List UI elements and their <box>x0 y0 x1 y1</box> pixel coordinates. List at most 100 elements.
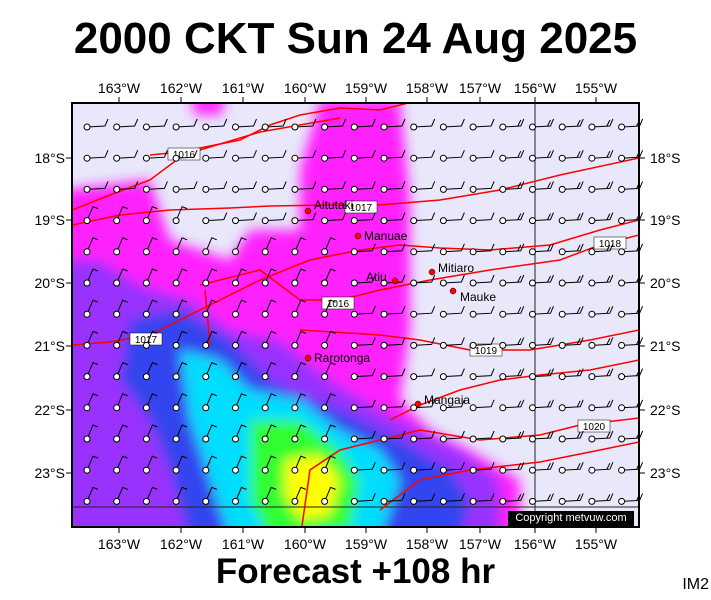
wind-barb <box>558 462 584 474</box>
places: Aitutaki Manuae Atiu Mitiaro Mauke Rarot… <box>304 198 496 408</box>
wind-barb <box>558 493 584 505</box>
wind-barb <box>232 237 247 256</box>
isobar-label-text: 1016 <box>327 299 350 310</box>
isobar-label-text: 1017 <box>135 335 158 346</box>
wind-barb <box>83 118 109 131</box>
wind-barb <box>529 150 554 162</box>
wind-barb <box>410 212 436 225</box>
wind-barb <box>172 118 198 131</box>
wind-barb <box>202 118 228 131</box>
wind-barb <box>469 118 495 131</box>
wind-barb <box>469 493 495 505</box>
wind-barb <box>558 399 584 412</box>
wind-barb <box>261 330 277 349</box>
lon-label: 161°W <box>222 536 265 552</box>
wind-barb <box>291 393 307 412</box>
wind-barb <box>232 486 247 505</box>
wind-barb <box>142 424 158 443</box>
wind-barb <box>113 393 128 412</box>
isobar-label-text: 1019 <box>475 346 498 357</box>
wind-barb <box>261 361 277 381</box>
lon-label: 159°W <box>345 536 388 552</box>
place-manuae: Manuae <box>354 229 408 243</box>
wind-barb <box>232 424 247 443</box>
wind-barb <box>469 306 495 318</box>
wind-barb <box>232 299 247 318</box>
wind-barb <box>83 393 99 412</box>
wind-barb <box>202 299 217 318</box>
lat-label: 19°S <box>650 212 681 228</box>
wind-barb <box>499 306 525 318</box>
wind-barb <box>499 243 525 256</box>
wind-barb <box>321 361 336 381</box>
wind-barb <box>291 424 307 443</box>
wind-barb <box>380 399 406 412</box>
wind-barb <box>113 361 128 381</box>
wind-barb <box>172 150 198 162</box>
wind-barb <box>558 274 584 287</box>
wind-barb <box>588 306 614 318</box>
wind-barb <box>558 306 584 318</box>
wind-barb <box>439 212 465 225</box>
wind-barb <box>558 150 584 162</box>
wind-barb <box>232 455 247 474</box>
isobar-label-text: 1020 <box>583 422 606 433</box>
wind-barb <box>172 237 188 256</box>
wind-barb <box>469 212 495 225</box>
wind-barb <box>588 337 614 349</box>
wind-barb <box>321 237 336 256</box>
wind-barb <box>291 299 307 318</box>
wind-barb <box>439 150 465 162</box>
wind-barb <box>439 462 465 474</box>
wind-barb <box>380 243 406 256</box>
wind-barb <box>439 181 465 193</box>
lat-label: 22°S <box>650 402 681 418</box>
wind-barb <box>558 212 584 225</box>
wind-barb <box>321 299 336 318</box>
wind-barb <box>232 361 247 381</box>
wind-barb <box>113 424 128 443</box>
lat-label: 23°S <box>34 465 65 481</box>
lon-label: 158°W <box>406 536 449 552</box>
wind-barb <box>142 118 168 131</box>
isobar-labels: 1016 1017 1016 1017 1018 1019 1020 <box>129 147 627 433</box>
isobar-label: 1019 <box>469 343 503 357</box>
wind-barb <box>588 368 614 381</box>
wind-barb <box>202 455 217 474</box>
wind-barb <box>172 299 188 318</box>
wind-barb <box>232 150 257 162</box>
wind-barb <box>439 243 465 256</box>
wind-barb <box>380 118 406 131</box>
wind-barb <box>291 212 317 225</box>
wind-barb <box>202 181 228 193</box>
lon-label: 161°W <box>222 80 265 96</box>
wind-barb <box>380 150 406 162</box>
lat-label: 20°S <box>650 275 681 291</box>
wind-barb <box>410 274 436 287</box>
wind-barb <box>469 462 495 474</box>
wind-barb <box>529 118 554 131</box>
image-code: IM2 <box>682 576 709 593</box>
wind-barb <box>588 430 614 443</box>
place-mitiaro: Mitiaro <box>428 261 474 276</box>
lat-label: 23°S <box>650 465 681 481</box>
wind-barb <box>529 212 554 225</box>
wind-barb <box>350 430 376 443</box>
wind-barb <box>291 237 307 256</box>
wind-barb <box>469 181 495 193</box>
lat-label: 21°S <box>650 338 681 354</box>
wind-barb <box>291 330 307 349</box>
wind-barb <box>588 150 614 162</box>
wind-barb <box>142 361 158 381</box>
wind-barb <box>410 493 436 505</box>
wind-barb <box>380 462 406 474</box>
wind-barb <box>321 212 347 225</box>
wind-barb <box>83 237 99 256</box>
wind-barb <box>558 118 584 131</box>
wind-barb <box>350 337 376 349</box>
page-title: 2000 CKT Sun 24 Aug 2025 <box>73 14 638 63</box>
wind-barb <box>202 361 217 381</box>
wind-barb <box>410 181 436 193</box>
wind-barb <box>113 181 139 193</box>
wind-barb <box>588 462 614 474</box>
